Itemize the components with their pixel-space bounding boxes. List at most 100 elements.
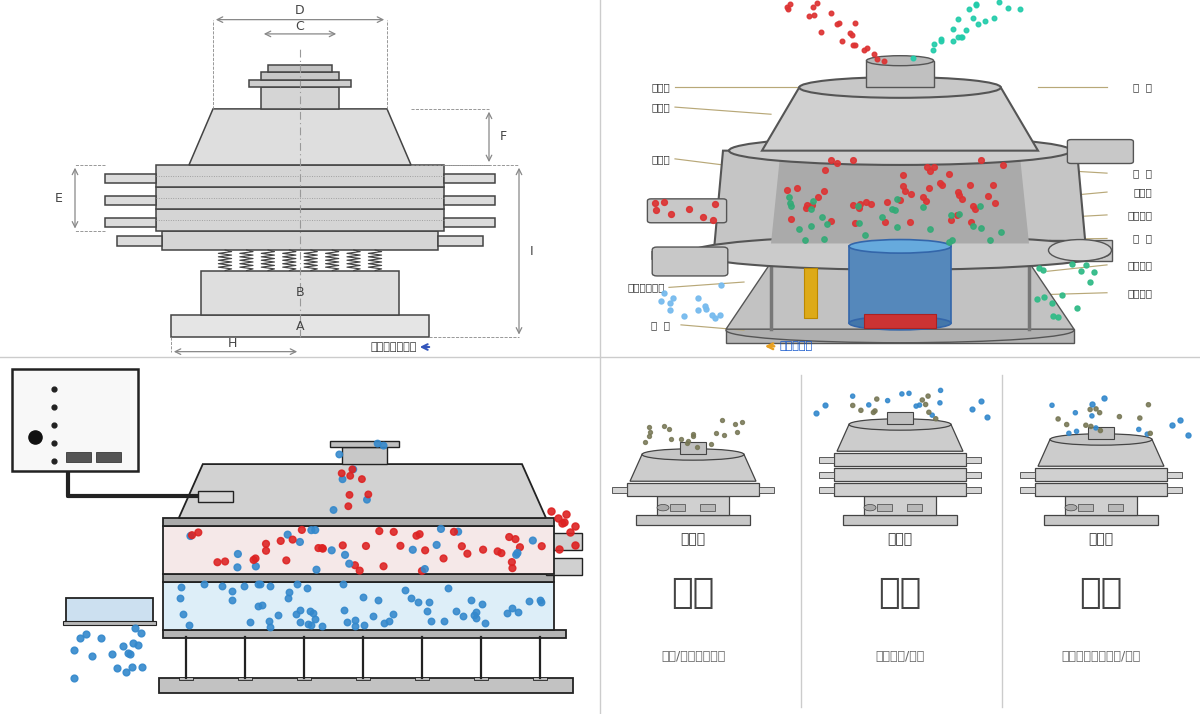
Point — [931, 35, 950, 46]
Point — [635, 436, 654, 448]
FancyBboxPatch shape — [653, 247, 727, 276]
Bar — [966, 487, 982, 493]
Point — [1082, 410, 1102, 421]
Point — [967, 0, 986, 11]
Point — [408, 597, 427, 608]
Bar — [163, 582, 554, 630]
Point — [778, 1, 797, 13]
Point — [797, 199, 816, 211]
Point — [307, 564, 326, 575]
Point — [300, 605, 319, 617]
Point — [523, 535, 542, 546]
Point — [1138, 428, 1157, 440]
Bar — [1166, 472, 1182, 478]
Point — [895, 186, 914, 197]
Text: B: B — [295, 286, 305, 299]
Point — [337, 617, 356, 628]
Point — [947, 209, 966, 221]
Point — [116, 666, 136, 678]
Point — [462, 595, 481, 606]
Point — [446, 605, 466, 616]
Text: 振动电机: 振动电机 — [1127, 260, 1152, 270]
Ellipse shape — [726, 318, 1074, 343]
Point — [132, 662, 151, 673]
Point — [857, 197, 876, 208]
Point — [415, 563, 434, 575]
Point — [977, 411, 996, 423]
Bar — [842, 515, 958, 525]
Point — [804, 9, 823, 21]
Point — [509, 606, 528, 618]
Point — [854, 229, 874, 241]
Point — [113, 640, 132, 651]
Text: 上部重锤: 上部重锤 — [1127, 210, 1152, 220]
Point — [374, 560, 394, 572]
Point — [126, 622, 145, 633]
Point — [842, 29, 862, 41]
Point — [661, 433, 680, 445]
Point — [640, 426, 659, 437]
Point — [918, 391, 937, 402]
Text: 60%: 60% — [64, 456, 80, 465]
Bar — [1020, 472, 1034, 478]
Point — [920, 165, 940, 176]
Point — [1067, 426, 1086, 437]
Point — [990, 0, 1009, 8]
Bar — [163, 630, 566, 638]
Bar — [66, 453, 91, 463]
Bar — [415, 677, 430, 680]
Point — [931, 385, 950, 396]
Point — [913, 191, 932, 203]
Point — [401, 592, 420, 603]
Bar — [64, 621, 156, 625]
Point — [102, 648, 121, 660]
Point — [827, 18, 846, 29]
Point — [1081, 276, 1100, 288]
Point — [305, 613, 324, 625]
Bar — [163, 574, 554, 582]
Point — [926, 413, 946, 424]
Point — [846, 39, 865, 50]
Bar — [106, 174, 156, 183]
Point — [359, 488, 378, 500]
Bar — [438, 236, 482, 246]
Point — [208, 556, 227, 568]
Point — [290, 616, 310, 628]
Point — [727, 427, 746, 438]
Point — [712, 278, 731, 290]
Point — [654, 197, 673, 208]
Point — [553, 517, 572, 528]
Point — [930, 397, 949, 408]
Bar — [907, 504, 922, 511]
Point — [396, 584, 415, 595]
Polygon shape — [762, 87, 1038, 151]
Point — [732, 416, 751, 428]
Point — [893, 180, 912, 191]
Point — [44, 401, 64, 413]
Point — [248, 578, 268, 590]
Point — [1162, 420, 1181, 431]
Point — [368, 594, 388, 605]
Bar — [12, 370, 138, 471]
Point — [959, 4, 978, 15]
Point — [688, 292, 707, 303]
Point — [1076, 420, 1096, 431]
Point — [901, 188, 920, 199]
Point — [664, 293, 683, 304]
Point — [260, 580, 280, 591]
Bar — [118, 236, 162, 246]
Point — [910, 399, 929, 411]
Point — [1076, 259, 1096, 271]
Bar — [546, 533, 582, 550]
Point — [340, 558, 359, 569]
Text: 单层式: 单层式 — [680, 532, 706, 546]
Point — [854, 44, 874, 56]
Point — [984, 180, 1003, 191]
Point — [222, 594, 241, 605]
Point — [913, 394, 932, 406]
Text: 运输固定螺栓: 运输固定螺栓 — [628, 282, 665, 293]
Ellipse shape — [690, 236, 1110, 270]
Text: 90%: 90% — [64, 403, 80, 411]
Point — [1042, 297, 1061, 308]
Point — [850, 202, 869, 213]
